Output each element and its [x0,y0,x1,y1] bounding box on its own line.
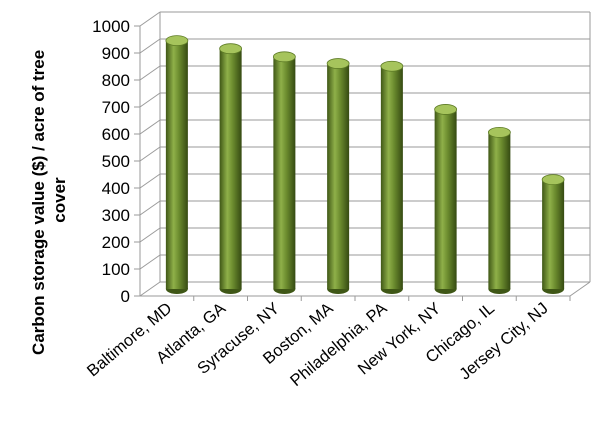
bar-top [327,59,349,69]
y-tick-label: 900 [102,44,130,63]
bar-top [542,175,564,185]
y-tick-label: 100 [102,260,130,279]
y-tick-label: 0 [121,287,130,306]
y-tick-label: 400 [102,179,130,198]
gridline-side [140,93,160,107]
y-axis: 0 100 200 300 400 500 600 700 800 900 1000 [92,17,140,306]
gridline-side [140,255,160,269]
bar [488,127,510,294]
y-axis-label-line-2: cover [50,177,69,223]
gridline-side [140,201,160,215]
y-tick-label: 800 [102,71,130,90]
bar-body [327,64,349,289]
x-tick-label: Philadelphia, PA [287,299,390,390]
bar-top [273,52,295,62]
gridline-side [140,147,160,161]
y-tick-label: 500 [102,152,130,171]
floor-edge [570,282,590,296]
y-tick-label: 1000 [92,17,130,36]
bar-top [488,127,510,137]
bar [381,61,403,294]
x-tick-label: Baltimore, MD [84,299,176,380]
gridline-side [140,282,160,296]
bar [220,44,242,294]
bar-top [381,61,403,71]
bar-body [220,49,242,289]
bar [273,52,295,294]
bar [327,59,349,294]
y-axis-label: Carbon storage value ($) / acre of tree … [29,45,69,355]
gridline-side [140,66,160,80]
y-tick-label: 600 [102,125,130,144]
y-tick-label: 300 [102,206,130,225]
bar-top [166,36,188,46]
bar-body [273,57,295,289]
bar-top [220,44,242,54]
y-tick-label: 700 [102,98,130,117]
bar-body [488,132,510,289]
gridline-side [140,120,160,134]
bar-body [381,66,403,289]
bar-body [166,41,188,289]
bar [542,175,564,294]
bar [435,104,457,294]
bar-body [435,109,457,289]
chart-grid [140,12,590,296]
y-axis-label-line-1: Carbon storage value ($) / acre of tree [29,50,48,355]
gridline-side [140,39,160,53]
bar [166,36,188,294]
bar-top [435,104,457,114]
y-tick-label: 200 [102,233,130,252]
bar-body [542,180,564,289]
gridline-side [140,174,160,188]
gridline-side [140,12,160,26]
gridline-side [140,228,160,242]
